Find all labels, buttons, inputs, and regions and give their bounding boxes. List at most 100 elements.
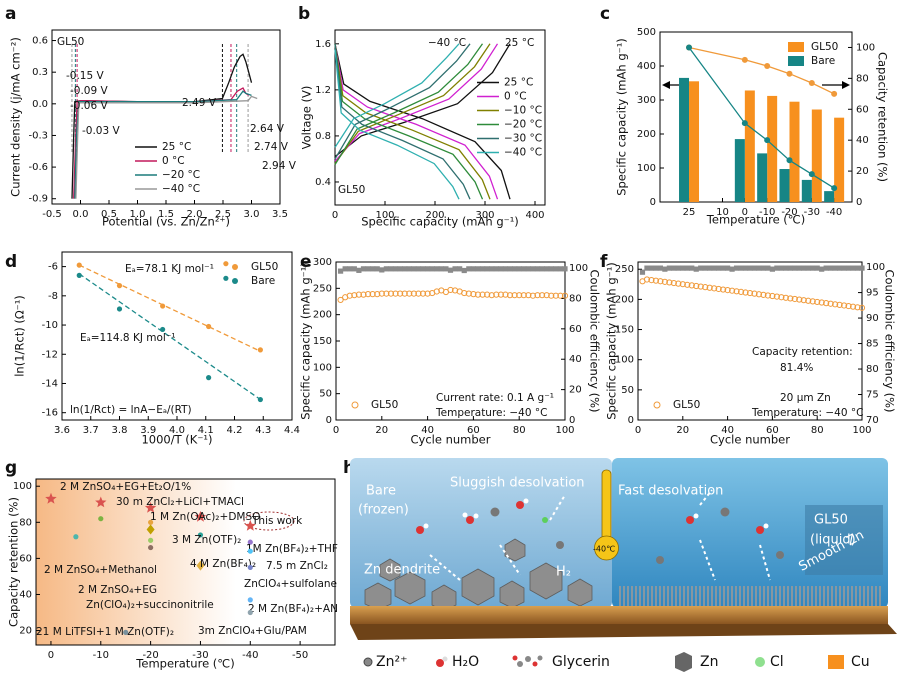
annotation: −40 °C [428, 37, 466, 49]
point-label: 2 M Zn(BF₄)₂+AN [248, 603, 338, 615]
marker [648, 265, 655, 271]
marker [808, 171, 815, 178]
annotation: -0.09 V [70, 85, 109, 97]
marker [814, 298, 821, 306]
y-tick-label: -16 [42, 408, 58, 419]
y-tick-label: -8 [48, 291, 58, 302]
panel-letter: a [5, 4, 16, 24]
bar [744, 90, 755, 202]
marker [648, 276, 655, 284]
point-label: 7.5 m ZnCl₂ [266, 560, 328, 572]
marker [148, 519, 154, 525]
marker [360, 291, 367, 298]
marker [470, 291, 477, 298]
marker [845, 265, 852, 271]
x-tick-label: 2.0 [187, 209, 203, 220]
marker [553, 266, 559, 272]
marker [232, 278, 238, 284]
annotation: Temperature: −40 °C [435, 407, 547, 419]
y-tick-label: 0 [326, 415, 332, 426]
x-tick-label: 20 [375, 425, 388, 436]
marker [702, 284, 709, 291]
marker [247, 609, 253, 616]
legend-label: Bare [811, 55, 835, 67]
x-tick-label: -20 [142, 650, 158, 661]
marker [557, 266, 564, 272]
x-tick-label: 3.9 [140, 425, 156, 436]
legend-label: GL50 [811, 41, 838, 53]
annotation: 20 μm Zn [780, 392, 831, 404]
marker [751, 265, 758, 271]
marker [742, 289, 749, 296]
annotation: Temperature: −40 °C [751, 407, 863, 419]
legend-swatch [788, 56, 804, 66]
bar [689, 81, 700, 202]
legend-label: 0 °C [504, 91, 527, 103]
this-work-ring [243, 511, 295, 531]
annotation: -0.03 V [82, 125, 121, 137]
marker [45, 492, 57, 504]
marker [764, 292, 772, 299]
h-label: Sluggish desolvation [450, 476, 585, 491]
annotation: 81.4% [780, 362, 813, 374]
marker [411, 266, 417, 272]
point-label: 4 M Zn(BF₄)₂ [190, 558, 256, 570]
marker [383, 266, 389, 272]
marker [525, 292, 532, 299]
series-line [75, 95, 258, 199]
marker [828, 265, 834, 271]
marker [247, 548, 253, 554]
marker [814, 265, 820, 271]
legend-label: −40 °C [162, 183, 200, 195]
y2-tick-label: 90 [866, 313, 879, 324]
x-tick-label: -10 [93, 650, 109, 661]
marker [534, 292, 541, 299]
point-label: 1M Zn(BF₄)₂+THF [246, 543, 338, 555]
marker [652, 277, 660, 284]
series-line [71, 53, 253, 199]
x-tick-label: -0.5 [42, 209, 62, 220]
point-label: 21 M LiTFSI+1 M Zn(OTF)₂ [36, 626, 174, 638]
marker [337, 268, 344, 274]
marker [206, 323, 212, 330]
h-label: Fast desolvation [618, 484, 723, 499]
marker [387, 290, 395, 297]
marker [148, 544, 154, 551]
marker [831, 90, 838, 97]
marker [419, 290, 427, 297]
x-tick-label: 0.0 [73, 209, 89, 220]
y2-tick-label: 20 [856, 166, 869, 177]
point-label: ZnClO₄+sulfolane [244, 578, 337, 590]
x-tick-label: 80 [513, 425, 526, 436]
marker [438, 266, 444, 272]
marker [764, 137, 771, 144]
smooth-zn [619, 586, 881, 606]
marker [196, 560, 205, 571]
y2-tick-label: 60 [569, 324, 582, 335]
series-line [334, 43, 460, 200]
marker [639, 269, 646, 275]
annotation: 2.74 V [254, 141, 289, 153]
marker [850, 265, 856, 271]
y2-tick-label: 100 [866, 262, 885, 273]
y2-tick-label: 40 [856, 135, 869, 146]
y2-axis-label: Coulombic efficiency (%) [883, 269, 897, 412]
marker [756, 265, 762, 271]
marker [837, 265, 843, 271]
h-label: -40℃ [593, 545, 615, 554]
h-legend-label: H₂O [452, 654, 479, 670]
marker [796, 296, 803, 303]
marker [746, 289, 754, 297]
marker [383, 290, 390, 297]
x-tick-label: 0.5 [101, 209, 117, 220]
legend-label: −10 °C [504, 105, 542, 117]
x-tick-label: 40 [421, 425, 434, 436]
marker [206, 375, 212, 381]
y-tick-label: 20 [19, 626, 32, 637]
annotation: ln(1/Rct) = lnA−Eₐ/(RT) [70, 404, 192, 416]
marker [644, 265, 650, 271]
marker [859, 265, 865, 271]
plot-frame [35, 478, 336, 646]
marker [95, 496, 107, 508]
point-label: 1 M Zn(OAc)₂+DMSO [150, 511, 260, 523]
